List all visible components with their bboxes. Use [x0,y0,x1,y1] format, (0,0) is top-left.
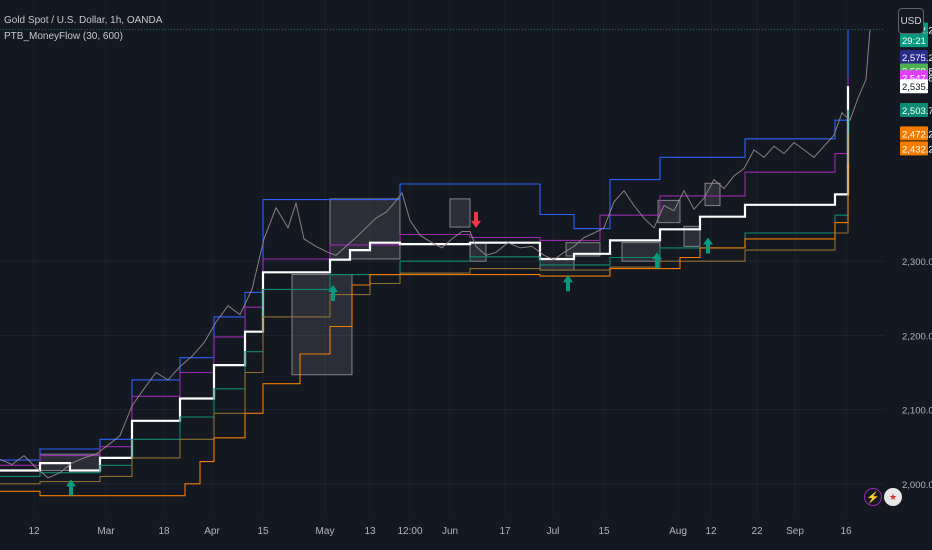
x-tick-label: Mar [97,526,115,537]
x-tick-label: 22 [751,526,763,537]
sell-arrow-icon [471,211,481,228]
y-axis-ticks: 2,000.000 2,100.000 2,200.000 2,300.000 [902,257,932,491]
indicator-legend[interactable]: PTB_MoneyFlow (30, 600) [4,31,123,42]
x-tick-label: 18 [158,526,170,537]
price-tag [900,49,928,64]
buy-arrow-icon [652,252,662,269]
x-tick-label: Apr [204,526,220,537]
x-tick-label: 12 [705,526,717,537]
price-tag-label: 2,575.223 [902,53,932,64]
price-tag [900,126,928,141]
zone-box [469,242,487,262]
indicator-line [0,109,849,477]
price-series [0,29,871,479]
symbol-title: Gold Spot / U.S. Dollar, 1h, OANDA [4,15,163,26]
x-tick-label: 16 [840,526,852,537]
x-tick-label: Aug [669,526,687,537]
indicator-lines [0,29,850,497]
x-tick-label: 15 [257,526,269,537]
price-tag-label: 2,432.225 [902,144,932,155]
x-tick-label: Jul [547,526,560,537]
price-tag [900,79,928,94]
indicator-line [0,77,849,466]
x-tick-label: 17 [499,526,511,537]
zone-box [683,225,701,247]
price-line [0,29,871,479]
y-tick-label: 2,300.000 [902,257,932,268]
price-tag [900,33,928,48]
y-tick-label: 2,200.000 [902,331,932,342]
currency-button[interactable]: USD [898,8,924,34]
y-tick-label: 2,000.000 [902,480,932,491]
x-tick-label: 12 [28,526,40,537]
x-axis-ticks: 12 Mar 18 Apr 15 May 13 12:00 Jun 17 Jul 15 Aug 12 22 S… [28,526,852,537]
price-labels: 2,612.29029:212,575.2232,569.8152,547.89… [900,22,932,156]
price-tag [900,103,928,118]
y-tick-label: 2,100.000 [902,406,932,417]
price-tag [900,141,928,156]
x-tick-label: May [316,526,335,537]
indicator-line [0,133,849,485]
indicator-line [0,86,850,472]
price-tag-label: 2,547.896 [902,73,932,84]
price-tag-label: 2,472.279 [902,129,932,140]
buy-arrow-icon [703,237,713,254]
x-tick-label: Jun [442,526,458,537]
zone-boxes [39,182,721,471]
chart-grid [0,28,885,485]
x-tick-label: 15 [598,526,610,537]
zone-box [291,274,353,376]
x-tick-label: Sep [786,526,804,537]
price-tag-label: 29:21 [902,36,926,47]
signal-arrows [66,211,713,496]
price-tag-label: 2,535.810 [902,82,932,93]
us-flag-icon[interactable]: ★ [884,488,902,506]
buy-arrow-icon [66,479,76,496]
price-tag-label: 2,503.724 [902,106,932,117]
buy-arrow-icon [563,275,573,292]
x-tick-label: 12:00 [397,526,422,537]
zone-box [704,182,721,207]
zone-box [449,198,471,228]
lightning-icon[interactable]: ⚡ [864,488,882,506]
x-tick-label: 13 [364,526,376,537]
indicator-line [0,163,849,497]
time-axis-bg [0,515,932,550]
buy-arrow-icon [328,284,338,301]
